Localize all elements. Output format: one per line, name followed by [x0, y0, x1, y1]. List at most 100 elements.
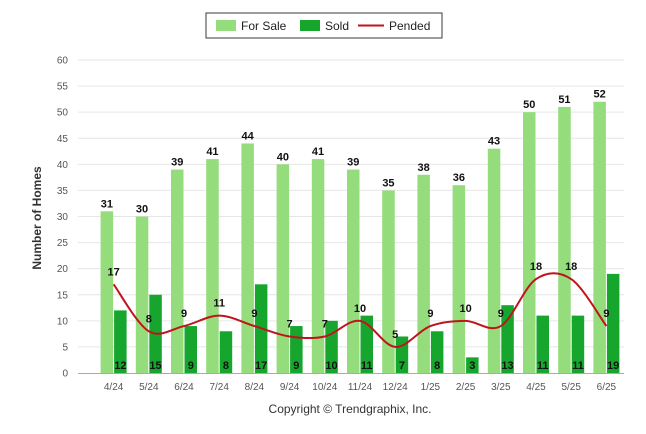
- label-sold-6-24: 9: [188, 360, 194, 372]
- label-pended-5-24: 8: [146, 313, 152, 325]
- bar-for-sale-4-24: [100, 211, 114, 373]
- y-tick-label: 30: [57, 212, 69, 223]
- bar-sold-5-25: [571, 315, 585, 373]
- label-for-sale-5-24: 30: [136, 204, 148, 216]
- label-sold-4-24: 12: [114, 360, 126, 372]
- bar-for-sale-10-24: [311, 159, 325, 373]
- bar-sold-10-24: [325, 320, 338, 373]
- copyright-footer: Copyright © Trendgraphix, Inc.: [269, 402, 432, 416]
- label-sold-4-25: 11: [537, 360, 549, 372]
- bar-sold-2-25: [466, 357, 479, 373]
- x-tick-label-12-24: 12/24: [383, 382, 408, 393]
- y-tick-label: 10: [57, 316, 69, 327]
- y-tick-label: 5: [62, 342, 68, 353]
- y-axis-label: Number of Homes: [30, 166, 44, 270]
- bar-for-sale-3-25: [487, 148, 501, 373]
- x-tick-label-1-25: 1/25: [421, 382, 441, 393]
- label-pended-5-25: 18: [565, 261, 577, 273]
- bar-for-sale-7-24: [206, 159, 219, 373]
- label-sold-7-24: 8: [223, 360, 229, 372]
- label-for-sale-5-25: 51: [558, 94, 570, 106]
- label-sold-3-25: 13: [501, 360, 513, 372]
- label-pended-12-24: 5: [392, 329, 398, 341]
- legend-label-for-sale: For Sale: [241, 19, 287, 33]
- legend-swatch-for-sale: [216, 20, 236, 31]
- bar-for-sale-1-25: [417, 174, 430, 373]
- label-sold-11-24: 11: [361, 360, 373, 372]
- bar-for-sale-12-24: [382, 190, 395, 373]
- label-for-sale-4-24: 31: [101, 198, 113, 210]
- x-tick-label-4-24: 4/24: [104, 382, 124, 393]
- label-pended-9-24: 7: [287, 318, 293, 330]
- label-sold-9-24: 9: [293, 360, 299, 372]
- x-tick-label-3-25: 3/25: [491, 382, 511, 393]
- bar-for-sale-5-24: [135, 216, 149, 373]
- bar-sold-4-24: [114, 310, 127, 373]
- label-sold-6-25: 19: [607, 360, 619, 372]
- label-pended-4-24: 17: [107, 266, 119, 278]
- pended-line-layer: [112, 272, 608, 348]
- x-tick-label-2-25: 2/25: [456, 382, 476, 393]
- y-tick-label: 35: [57, 186, 69, 197]
- bars: [100, 101, 620, 374]
- label-pended-10-24: 7: [322, 318, 328, 330]
- bar-sold-11-24: [360, 315, 373, 373]
- label-sold-8-24: 17: [255, 360, 267, 372]
- label-pended-8-24: 9: [251, 308, 257, 320]
- y-tick-label: 50: [57, 108, 69, 119]
- y-tick-label: 20: [57, 264, 69, 275]
- bar-sold-1-25: [430, 331, 444, 373]
- label-for-sale-6-24: 39: [171, 157, 183, 169]
- bar-sold-6-25: [606, 273, 620, 373]
- y-tick-label: 40: [57, 160, 69, 171]
- bar-for-sale-4-25: [523, 112, 536, 374]
- label-sold-2-25: 3: [469, 360, 475, 372]
- label-for-sale-11-24: 39: [347, 157, 359, 169]
- label-for-sale-8-24: 44: [242, 130, 255, 142]
- x-tick-label-11-24: 11/24: [348, 382, 373, 393]
- bar-for-sale-11-24: [347, 169, 360, 373]
- label-sold-5-24: 15: [149, 360, 161, 372]
- y-tick-label: 55: [57, 82, 69, 93]
- x-tick-label-6-24: 6/24: [174, 382, 194, 393]
- y-tick-label: 60: [57, 56, 69, 67]
- label-pended-7-24: 11: [213, 298, 225, 310]
- label-for-sale-6-25: 52: [594, 89, 606, 101]
- y-tick-label: 15: [57, 290, 69, 301]
- label-for-sale-4-25: 50: [523, 99, 535, 111]
- x-tick-label-5-25: 5/25: [561, 382, 581, 393]
- label-pended-6-25: 9: [603, 308, 609, 320]
- label-for-sale-7-24: 41: [206, 146, 218, 158]
- legend-frame: [205, 12, 443, 39]
- legend-label-sold: Sold: [325, 19, 349, 33]
- label-sold-10-24: 10: [325, 360, 337, 372]
- legend-swatch-sold: [300, 20, 320, 31]
- y-tick-label: 25: [57, 238, 69, 249]
- label-pended-6-24: 9: [181, 308, 187, 320]
- label-pended-11-24: 10: [354, 303, 366, 315]
- y-tick-label: 45: [57, 134, 69, 145]
- legend-label-pended: Pended: [389, 19, 430, 33]
- bar-for-sale-6-24: [171, 169, 184, 373]
- x-tick-label-7-24: 7/24: [209, 382, 229, 393]
- bar-for-sale-2-25: [452, 185, 466, 373]
- label-pended-3-25: 9: [498, 308, 504, 320]
- x-tick-label-6-25: 6/25: [597, 382, 617, 393]
- x-tick-label-5-24: 5/24: [139, 382, 159, 393]
- bar-sold-7-24: [219, 331, 233, 373]
- label-for-sale-12-24: 35: [382, 177, 394, 189]
- bar-for-sale-8-24: [241, 143, 254, 373]
- label-sold-12-24: 7: [399, 360, 405, 372]
- data-labels: 3112173015839994181144179409741107391110…: [101, 89, 620, 372]
- bar-sold-4-25: [536, 315, 549, 373]
- bar-for-sale-9-24: [276, 164, 290, 373]
- x-tick-label-10-24: 10/24: [312, 382, 337, 393]
- x-tick-label-8-24: 8/24: [245, 382, 265, 393]
- bar-for-sale-6-25: [593, 101, 606, 373]
- bar-for-sale-5-25: [558, 106, 571, 373]
- label-for-sale-1-25: 38: [418, 162, 430, 174]
- x-tick-label-4-25: 4/25: [526, 382, 546, 393]
- pended-line: [112, 272, 608, 348]
